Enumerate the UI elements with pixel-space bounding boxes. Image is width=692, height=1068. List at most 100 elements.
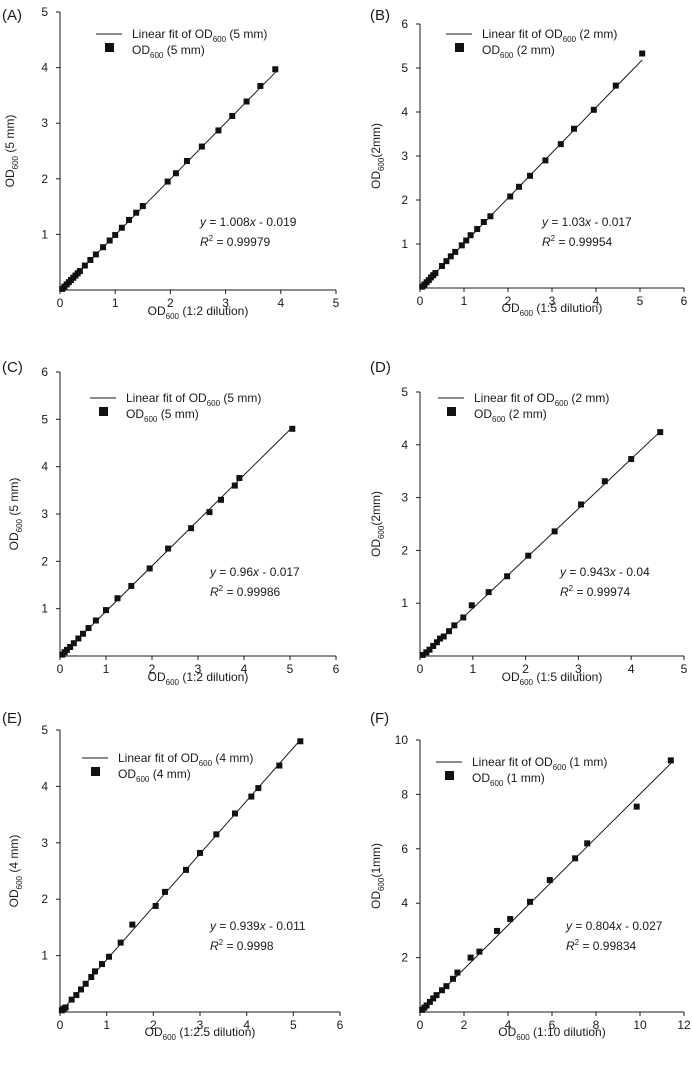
y-tick-label: 4 <box>401 438 408 452</box>
data-point <box>114 595 121 602</box>
data-point <box>504 573 511 580</box>
data-point <box>82 980 89 987</box>
data-point <box>92 617 99 624</box>
x-tick-label: 3 <box>197 1018 204 1032</box>
data-point <box>106 237 113 244</box>
legend-line-label: Linear fit of OD600 (2 mm) <box>482 27 617 44</box>
x-tick-label: 2 <box>149 662 156 676</box>
x-tick-label: 4 <box>241 662 248 676</box>
y-tick-label: 2 <box>401 193 408 207</box>
y-tick-label: 1 <box>401 237 408 251</box>
x-tick-label: 2 <box>150 1018 157 1032</box>
data-point <box>590 106 597 113</box>
data-point <box>476 948 483 955</box>
data-point <box>542 157 549 164</box>
y-tick-label: 6 <box>401 17 408 31</box>
x-tick-label: 1 <box>461 294 468 308</box>
data-point <box>446 628 453 635</box>
y-tick-label: 5 <box>401 61 408 75</box>
x-axis-title: OD600 (1:5 dilution) <box>502 301 603 318</box>
x-tick-label: 5 <box>290 1018 297 1032</box>
data-point <box>426 646 433 653</box>
x-tick-label: 5 <box>333 296 340 310</box>
x-tick-label: 2 <box>505 294 512 308</box>
data-point <box>183 158 190 165</box>
x-tick-label: 1 <box>103 662 110 676</box>
data-point <box>81 262 88 269</box>
legend-marker-swatch <box>105 43 114 52</box>
data-point <box>146 565 153 572</box>
data-point <box>485 589 492 596</box>
data-point <box>103 607 109 614</box>
y-tick-label: 2 <box>401 951 408 965</box>
x-tick-label: 0 <box>57 662 64 676</box>
x-tick-label: 3 <box>575 662 582 676</box>
data-point <box>571 125 577 132</box>
data-point <box>68 996 75 1003</box>
data-point <box>527 898 533 905</box>
panel-label: (A) <box>2 7 22 24</box>
y-tick-label: 3 <box>41 116 48 130</box>
data-point <box>117 939 124 946</box>
x-tick-label: 4 <box>243 1018 250 1032</box>
data-point <box>164 178 171 185</box>
x-tick-label: 8 <box>593 1018 600 1032</box>
fit-line <box>60 426 293 657</box>
data-point <box>527 172 533 179</box>
x-tick-label: 0 <box>417 662 424 676</box>
panel-label: (E) <box>2 710 22 727</box>
data-point <box>231 482 238 489</box>
legend-marker-label: OD600 (4 mm) <box>118 767 191 784</box>
data-point <box>467 954 474 961</box>
y-tick-label: 3 <box>401 491 408 505</box>
data-point <box>578 501 585 508</box>
data-point <box>419 651 426 658</box>
data-point <box>423 649 430 656</box>
data-point <box>232 810 238 817</box>
data-point <box>198 143 205 150</box>
data-point <box>85 625 92 632</box>
x-axis-title: OD600 (1:5 dilution) <box>502 670 603 687</box>
data-point <box>100 244 107 251</box>
y-tick-label: 2 <box>41 172 48 186</box>
y-tick-label: 1 <box>41 602 48 616</box>
fit-equation: y = 0.804x - 0.027 <box>565 919 663 933</box>
x-tick-label: 4 <box>628 662 635 676</box>
x-tick-label: 0 <box>417 1018 424 1032</box>
y-tick-label: 2 <box>41 892 48 906</box>
y-tick-label: 2 <box>401 543 408 557</box>
data-point <box>99 961 105 968</box>
x-tick-label: 5 <box>681 662 688 676</box>
data-point <box>460 614 467 621</box>
y-tick-label: 5 <box>41 723 48 737</box>
panel-b: (B) 0 1 2 3 4 5 6 1 2 3 4 5 6 OD600 (1:5 dilution) OD60… <box>369 7 688 318</box>
data-point <box>612 82 619 89</box>
data-point <box>480 219 487 225</box>
data-point <box>80 630 86 637</box>
x-tick-label: 12 <box>677 1018 691 1032</box>
data-point <box>162 888 168 895</box>
legend-marker-label: OD600 (1 mm) <box>472 771 545 788</box>
panel-c: (C) 0 1 2 3 4 5 6 1 2 3 4 5 6 OD600 (1:2 dilution) OD60… <box>2 359 340 687</box>
data-point <box>628 456 635 463</box>
y-tick-label: 6 <box>401 842 408 856</box>
legend-line-label: Linear fit of OD600 (5 mm) <box>126 391 261 408</box>
data-point <box>257 82 264 89</box>
y-axis-title: OD600 (4 mm) <box>7 835 24 908</box>
x-tick-label: 4 <box>593 294 600 308</box>
data-point <box>76 268 83 275</box>
legend-marker-label: OD600 (5 mm) <box>126 407 199 424</box>
x-tick-label: 6 <box>333 662 340 676</box>
fit-r-squared: R2 = 0.99986 <box>210 584 281 599</box>
y-tick-label: 4 <box>401 896 408 910</box>
y-axis-title: OD600(1mm) <box>369 843 386 909</box>
x-axis-title: OD600 (1:2 dilution) <box>148 670 249 687</box>
y-tick-label: 6 <box>41 365 48 379</box>
panel-e: (E) 0 1 2 3 4 5 6 1 2 3 4 5 OD600 (1:2.5 dilution) OD6… <box>2 710 344 1042</box>
y-tick-label: 3 <box>401 149 408 163</box>
x-tick-label: 10 <box>633 1018 647 1032</box>
panel-f: (F) 0 2 4 6 8 10 12 2 4 6 8 10 OD600 (1:10 dilution) O… <box>369 710 691 1042</box>
data-point <box>272 66 279 73</box>
x-tick-label: 3 <box>222 296 229 310</box>
